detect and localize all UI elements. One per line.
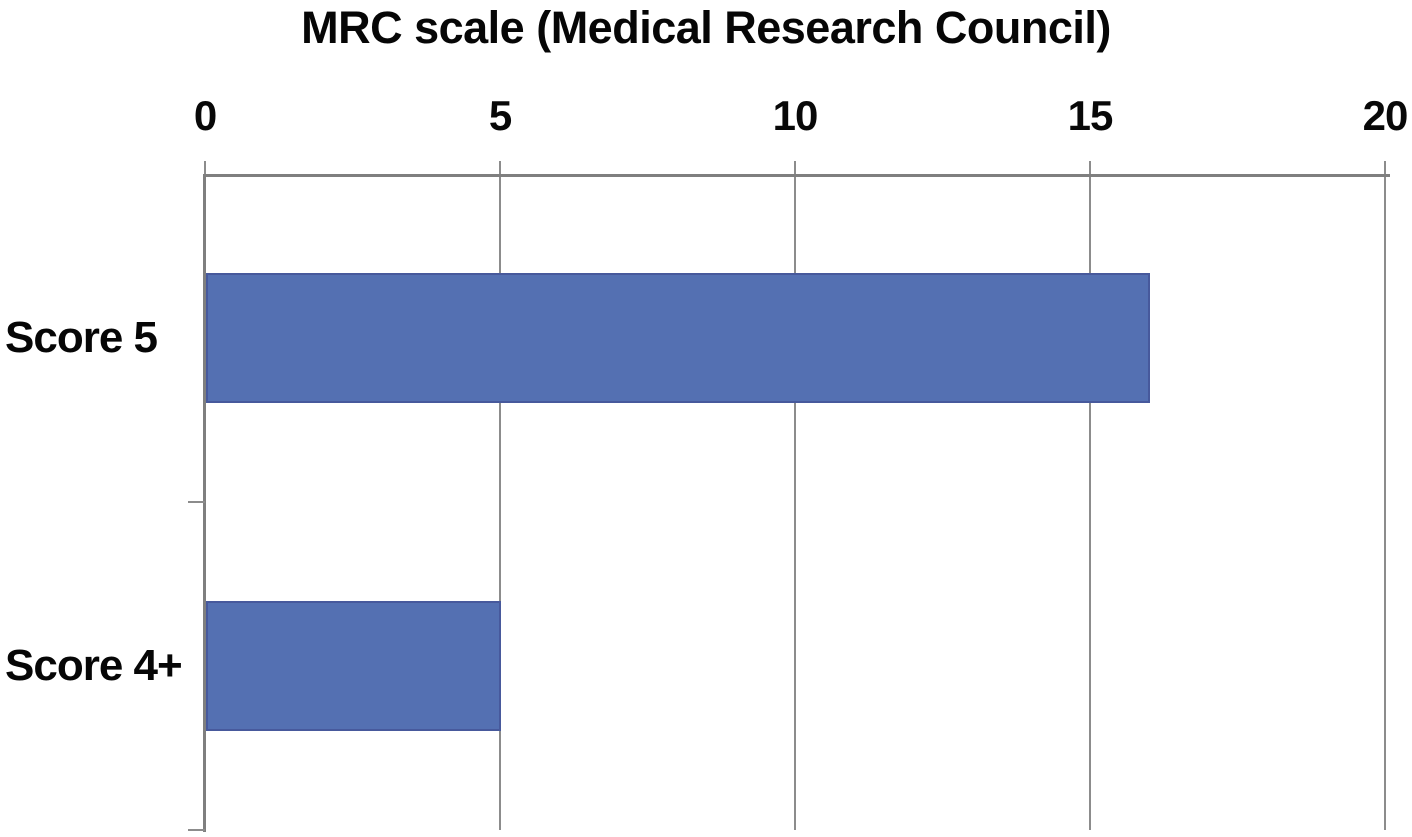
x-axis-line bbox=[203, 174, 1390, 177]
y-axis-line bbox=[203, 174, 206, 832]
x-tick-label: 15 bbox=[1067, 92, 1114, 139]
x-tick-label: 0 bbox=[193, 92, 217, 139]
x-tick-mark bbox=[794, 161, 796, 174]
x-tick-label: 10 bbox=[772, 92, 819, 139]
x-tick-mark bbox=[499, 161, 501, 174]
gridline bbox=[1089, 174, 1091, 830]
category-label: Score 4+ bbox=[5, 641, 183, 690]
x-tick-label: 20 bbox=[1362, 92, 1409, 139]
bar bbox=[206, 273, 1150, 403]
x-tick-mark bbox=[1384, 161, 1386, 174]
chart-title: MRC scale (Medical Research Council) bbox=[301, 2, 1111, 53]
y-tick-mark bbox=[188, 501, 205, 503]
x-tick-mark bbox=[204, 161, 206, 174]
x-tick-label: 5 bbox=[488, 92, 512, 139]
category-label: Score 5 bbox=[5, 313, 158, 362]
gridline bbox=[1384, 174, 1386, 830]
y-tick-mark bbox=[188, 829, 205, 831]
x-tick-mark bbox=[1089, 161, 1091, 174]
gridline bbox=[499, 174, 501, 830]
gridline bbox=[794, 174, 796, 830]
bar bbox=[206, 601, 501, 731]
